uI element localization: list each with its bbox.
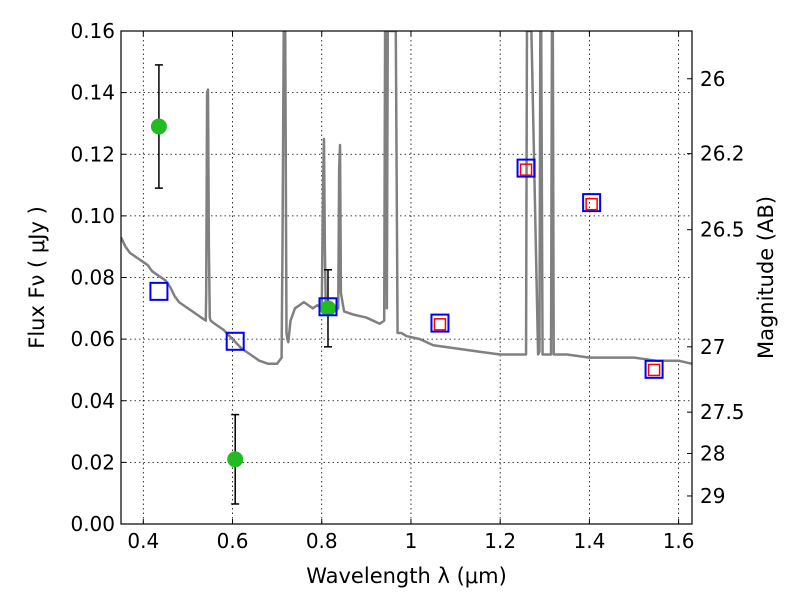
x-tick-label: 0.8 bbox=[306, 529, 338, 553]
y-tick-label: 0.10 bbox=[70, 204, 115, 228]
observed-flux-point bbox=[227, 451, 244, 468]
y-tick-label: 0.04 bbox=[70, 389, 115, 413]
model-band-flux-square bbox=[516, 158, 536, 178]
model-band-flux-square bbox=[644, 359, 664, 379]
y-axis-label: Flux Fν ( μJy ) bbox=[25, 206, 49, 349]
right-tick-label: 26 bbox=[700, 67, 725, 91]
right-tick-label: 26.2 bbox=[700, 142, 745, 166]
observed-flux-point bbox=[319, 300, 336, 317]
x-tick-label: 1.6 bbox=[663, 529, 695, 553]
right-tick-label: 29 bbox=[700, 484, 725, 508]
x-tick-label: 0.6 bbox=[217, 529, 249, 553]
y-tick-label: 0.06 bbox=[70, 327, 115, 351]
observed-flux-point bbox=[150, 118, 167, 135]
model-band-flux-square bbox=[225, 331, 245, 351]
right-tick-label: 26.5 bbox=[700, 218, 745, 242]
y-tick-label: 0.00 bbox=[70, 512, 115, 536]
right-tick-label: 27.5 bbox=[700, 400, 745, 424]
right-axis-label: Magnitude (AB) bbox=[754, 196, 778, 359]
alt-model-flux-square bbox=[433, 318, 447, 331]
right-tick-label: 28 bbox=[700, 441, 725, 465]
alt-model-flux-square bbox=[519, 163, 533, 176]
grid-lines bbox=[121, 30, 692, 525]
model-spectrum-line bbox=[121, 31, 692, 366]
alt-model-flux-square bbox=[585, 197, 598, 211]
right-tick-label: 27 bbox=[700, 335, 725, 359]
x-tick-label: 1.4 bbox=[573, 529, 605, 553]
x-tick-label: 0.4 bbox=[127, 529, 159, 553]
y-tick-label: 0.16 bbox=[70, 19, 115, 43]
plot-content bbox=[121, 31, 692, 505]
y-tick-label: 0.12 bbox=[70, 142, 115, 166]
y-tick-label: 0.08 bbox=[70, 266, 115, 290]
model-band-flux-square bbox=[582, 193, 602, 213]
alt-model-flux-square bbox=[647, 363, 661, 377]
x-tick-label: 1.2 bbox=[484, 529, 516, 553]
model-band-flux-square bbox=[430, 313, 450, 333]
axis-ticks: 0.4 0.6 0.8 1 1.2 1.4 1.6 0.00 0.02 0.04 0.06 0.08 0… bbox=[70, 19, 744, 553]
model-band-flux-square bbox=[318, 297, 338, 317]
x-tick-label: 1 bbox=[405, 529, 418, 553]
model-band-flux-square bbox=[149, 281, 169, 301]
y-tick-label: 0.02 bbox=[70, 450, 115, 474]
y-tick-label: 0.14 bbox=[70, 81, 115, 105]
x-axis-label: Wavelength λ (μm) bbox=[306, 564, 507, 588]
